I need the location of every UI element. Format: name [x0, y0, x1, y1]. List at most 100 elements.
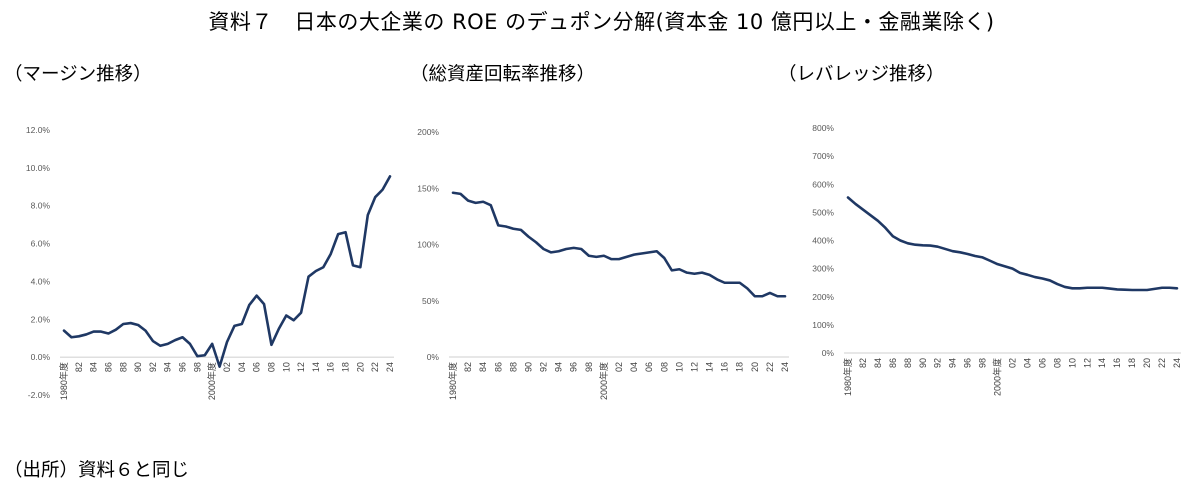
- leverage-x-tick-label: 10: [1067, 358, 1077, 368]
- turnover-x-tick-label: 96: [569, 362, 579, 372]
- turnover-x-tick-label: 84: [478, 362, 488, 372]
- margin-y-tick-label: 6.0%: [31, 239, 51, 249]
- leverage-x-tick-label: 84: [873, 358, 883, 368]
- margin-x-tick-label: 94: [163, 362, 173, 372]
- leverage-x-tick-label: 16: [1112, 358, 1122, 368]
- leverage-x-tick-label: 94: [948, 358, 958, 368]
- source-note: （出所）資料６と同じ: [4, 460, 190, 481]
- margin-x-tick-label: 04: [237, 362, 247, 372]
- leverage-y-tick-label: 500%: [812, 207, 834, 217]
- turnover-y-tick-label: 0%: [427, 352, 440, 362]
- margin-x-tick-label: 14: [311, 362, 321, 372]
- leverage-x-tick-label: 04: [1022, 358, 1032, 368]
- leverage-series-line: [846, 196, 1179, 292]
- turnover-x-tick-label: 10: [674, 362, 684, 372]
- leverage-x-tick-label: 14: [1097, 358, 1107, 368]
- margin-y-tick-label: 10.0%: [26, 163, 51, 173]
- margin-x-tick-label: 2000年度: [206, 362, 217, 400]
- turnover-y-tick-label: 50%: [422, 296, 439, 306]
- leverage-y-tick-label: 300%: [812, 264, 834, 274]
- margin-x-tick-label: 92: [148, 362, 158, 372]
- turnover-x-tick-label: 2000年度: [598, 362, 609, 400]
- turnover-x-tick-label: 20: [750, 362, 760, 372]
- margin-chart: -2.0% 0.0% 2.0% 4.0% 6.0% 8.0% 10.0% 12.0% 1980年…: [26, 125, 395, 400]
- turnover-series-line: [451, 191, 787, 298]
- turnover-x-tick-label: 98: [584, 362, 594, 372]
- leverage-y-tick-label: 0%: [822, 348, 835, 358]
- turnover-x-tick-label: 08: [659, 362, 669, 372]
- margin-x-tick-label: 22: [370, 362, 380, 372]
- leverage-x-tick-label: 96: [963, 358, 973, 368]
- leverage-y-tick-label: 400%: [812, 236, 834, 246]
- turnover-x-tick-label: 82: [463, 362, 473, 372]
- leverage-y-tick-label: 600%: [812, 179, 834, 189]
- leverage-x-tick-label: 1980年度: [842, 358, 853, 396]
- margin-x-tick-label: 84: [89, 362, 99, 372]
- margin-x-tick-label: 06: [252, 362, 262, 372]
- leverage-x-tick-label: 86: [888, 358, 898, 368]
- margin-x-tick-label: 90: [133, 362, 143, 372]
- margin-x-tick-label: 98: [192, 362, 202, 372]
- turnover-x-tick-label: 02: [614, 362, 624, 372]
- turnover-x-tick-label: 24: [780, 362, 790, 372]
- leverage-chart: 0% 100% 200% 300% 400% 500% 600% 700% 800% 1980年度…: [812, 123, 1182, 396]
- margin-y-tick-label: 12.0%: [26, 125, 51, 135]
- main-title: 資料７ 日本の大企業の ROE のデュポン分解(資本金 10 億円以上・金融業除…: [208, 10, 995, 34]
- margin-y-tick-label: -2.0%: [28, 390, 51, 400]
- turnover-x-tick-label: 22: [765, 362, 775, 372]
- margin-y-tick-label: 4.0%: [31, 276, 51, 286]
- leverage-x-tick-label: 2000年度: [992, 358, 1003, 396]
- margin-x-tick-label: 16: [326, 362, 336, 372]
- leverage-x-tick-label: 02: [1008, 358, 1018, 368]
- turnover-x-tick-label: 06: [644, 362, 654, 372]
- leverage-y-tick-label: 700%: [812, 151, 834, 161]
- margin-x-tick-label: 1980年度: [58, 362, 69, 400]
- leverage-x-tick-label: 20: [1142, 358, 1152, 368]
- margin-x-tick-label: 86: [103, 362, 113, 372]
- margin-x-tick-label: 82: [74, 362, 84, 372]
- margin-x-tick-label: 88: [118, 362, 128, 372]
- turnover-panel-title: （総資産回転率推移）: [410, 64, 596, 85]
- leverage-x-tick-label: 98: [978, 358, 988, 368]
- turnover-y-tick-label: 200%: [417, 127, 439, 137]
- turnover-x-tick-label: 16: [720, 362, 730, 372]
- leverage-y-tick-label: 800%: [812, 123, 834, 133]
- margin-x-tick-label: 08: [266, 362, 276, 372]
- turnover-x-tick-label: 92: [539, 362, 549, 372]
- margin-series-line: [62, 175, 392, 368]
- margin-panel-title: （マージン推移）: [4, 64, 152, 85]
- leverage-x-tick-label: 24: [1172, 358, 1182, 368]
- leverage-x-tick-label: 22: [1157, 358, 1167, 368]
- turnover-chart: 0% 50% 100% 150% 200% 1980年度 82 84 86 88 90 92 94 96 9…: [417, 127, 790, 400]
- turnover-x-tick-label: 86: [493, 362, 503, 372]
- leverage-x-tick-label: 90: [918, 358, 928, 368]
- margin-x-tick-label: 02: [222, 362, 232, 372]
- leverage-x-tick-label: 88: [903, 358, 913, 368]
- turnover-y-tick-label: 150%: [417, 183, 439, 193]
- turnover-x-tick-label: 18: [735, 362, 745, 372]
- margin-x-tick-label: 10: [281, 362, 291, 372]
- turnover-x-tick-label: 90: [523, 362, 533, 372]
- margin-x-tick-label: 18: [341, 362, 351, 372]
- margin-x-tick-label: 20: [355, 362, 365, 372]
- leverage-x-tick-label: 82: [858, 358, 868, 368]
- turnover-x-tick-label: 14: [705, 362, 715, 372]
- margin-x-tick-label: 12: [296, 362, 306, 372]
- turnover-x-tick-label: 04: [629, 362, 639, 372]
- leverage-x-tick-label: 06: [1037, 358, 1047, 368]
- margin-y-tick-label: 0.0%: [31, 352, 51, 362]
- turnover-x-tick-label: 88: [508, 362, 518, 372]
- leverage-y-tick-label: 100%: [812, 320, 834, 330]
- turnover-y-tick-label: 100%: [417, 240, 439, 250]
- leverage-x-tick-label: 92: [933, 358, 943, 368]
- leverage-panel-title: （レバレッジ推移）: [778, 64, 945, 85]
- leverage-x-tick-label: 18: [1127, 358, 1137, 368]
- margin-x-tick-label: 96: [178, 362, 188, 372]
- leverage-x-tick-label: 08: [1052, 358, 1062, 368]
- turnover-x-tick-label: 12: [689, 362, 699, 372]
- turnover-x-tick-label: 1980年度: [447, 362, 458, 400]
- leverage-x-tick-label: 12: [1082, 358, 1092, 368]
- leverage-y-tick-label: 200%: [812, 292, 834, 302]
- margin-x-tick-label: 24: [385, 362, 395, 372]
- margin-y-tick-label: 8.0%: [31, 201, 51, 211]
